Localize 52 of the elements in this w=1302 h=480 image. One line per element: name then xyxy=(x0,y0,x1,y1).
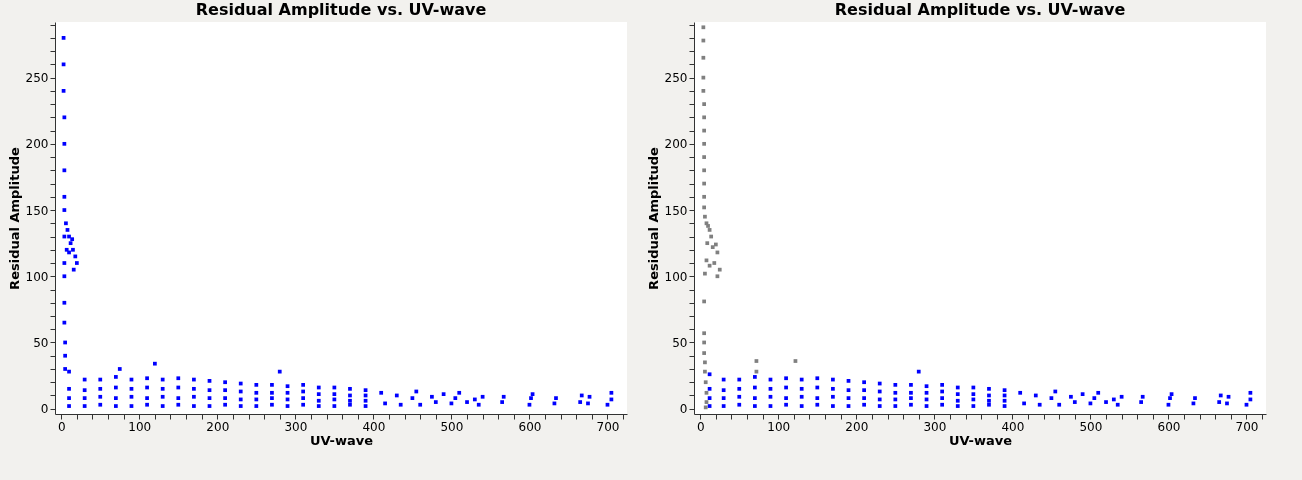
x-tick-label: 400 xyxy=(1001,419,1025,434)
x-tick-label: 200 xyxy=(206,419,230,434)
point xyxy=(702,115,707,120)
x-tick-label: 600 xyxy=(1157,419,1181,434)
point xyxy=(701,88,706,93)
y-tick-label: 50 xyxy=(33,335,49,350)
x-tick-label: 300 xyxy=(923,419,947,434)
x-tick-label: 700 xyxy=(1235,419,1259,434)
x-tick-label: 0 xyxy=(696,419,705,434)
point xyxy=(701,55,706,60)
chart-title: Residual Amplitude vs. UV-wave xyxy=(834,0,1126,19)
point xyxy=(702,331,707,336)
y-tick-label: 0 xyxy=(40,402,49,417)
x-tick-label: 0 xyxy=(57,419,66,434)
point xyxy=(712,261,717,265)
chart-title: Residual Amplitude vs. UV-wave xyxy=(195,0,487,19)
y-tick-label: 200 xyxy=(664,137,688,152)
x-tick-label: 200 xyxy=(845,419,869,434)
y-axis-title: Residual Amplitude xyxy=(645,146,661,290)
y-tick-label: 50 xyxy=(672,335,688,350)
x-tick-label: 500 xyxy=(440,419,464,434)
y-tick-label: 150 xyxy=(25,203,49,218)
y-tick-label: 200 xyxy=(25,137,49,152)
x-tick-label: 100 xyxy=(767,419,791,434)
x-tick-label: 300 xyxy=(284,419,308,434)
y-axis-title: Residual Amplitude xyxy=(6,146,22,290)
point xyxy=(701,25,706,30)
point xyxy=(705,241,710,246)
x-tick-label: 400 xyxy=(362,419,386,434)
point xyxy=(702,141,707,146)
x-tick-label: 500 xyxy=(1079,419,1103,434)
point xyxy=(703,360,707,365)
point xyxy=(717,267,722,272)
x-tick-label: 700 xyxy=(596,419,620,434)
y-tick-label: 0 xyxy=(679,402,688,417)
point xyxy=(702,155,707,159)
y-tick-label: 100 xyxy=(25,269,49,284)
point xyxy=(702,194,707,199)
point xyxy=(703,380,708,385)
x-tick-label: 600 xyxy=(518,419,542,434)
y-tick-label: 150 xyxy=(664,203,688,218)
point xyxy=(702,168,707,173)
point xyxy=(703,214,707,219)
point xyxy=(702,351,707,355)
x-tick-label: 100 xyxy=(128,419,152,434)
point xyxy=(702,102,707,106)
x-axis-title: UV-wave xyxy=(309,432,374,448)
y-tick-label: 250 xyxy=(25,71,49,86)
point xyxy=(710,245,715,250)
x-axis-title: UV-wave xyxy=(948,432,1013,448)
y-tick-label: 250 xyxy=(664,71,688,86)
y-tick-label: 100 xyxy=(664,269,688,284)
